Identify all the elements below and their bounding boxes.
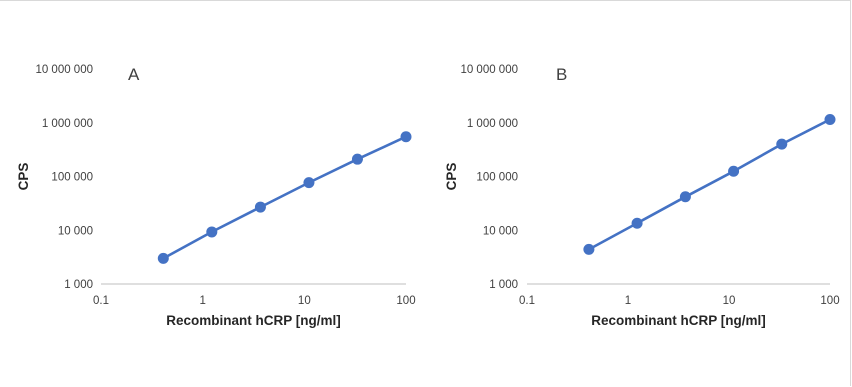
y-tick-label: 10 000 000 <box>35 64 93 76</box>
y-axis-title: CPS <box>16 163 31 191</box>
y-tick-label: 10 000 <box>483 225 518 237</box>
panel-label: B <box>556 65 567 84</box>
x-tick-label: 10 <box>723 295 736 307</box>
y-tick-label: 1 000 000 <box>42 118 93 130</box>
data-point <box>157 252 169 264</box>
x-tick-label: 1 <box>625 295 631 307</box>
x-tick-label: 100 <box>820 295 839 307</box>
data-point <box>631 217 643 229</box>
x-tick-label: 100 <box>396 295 415 307</box>
panel-label: A <box>128 65 140 84</box>
x-axis-title: Recombinant hCRP [ng/ml] <box>591 313 766 328</box>
data-point <box>824 113 836 125</box>
y-tick-label: 100 000 <box>51 172 93 184</box>
y-tick-label: 10 000 000 <box>460 64 518 76</box>
y-tick-label: 10 000 <box>58 225 93 237</box>
chart-panel-a: 1 000 10 000 100 000 1 000 000 10 000 000 0.1… <box>16 64 416 328</box>
y-tick-label: 1 000 <box>489 279 518 291</box>
x-tick-label: 0.1 <box>519 295 535 307</box>
data-point <box>351 153 363 165</box>
data-point <box>254 201 266 213</box>
series-line <box>162 135 408 260</box>
data-point <box>776 138 788 150</box>
x-axis-title: Recombinant hCRP [ng/ml] <box>166 313 341 328</box>
series-line <box>587 118 832 251</box>
x-tick-label: 10 <box>298 295 311 307</box>
chart-panel-b: 1 000 10 000 100 000 1 000 000 10 000 000 0.1… <box>444 64 840 328</box>
data-point <box>679 191 691 203</box>
y-axis-title: CPS <box>444 163 459 191</box>
data-point <box>400 131 412 143</box>
data-point <box>303 177 315 189</box>
data-point <box>728 165 740 177</box>
y-tick-label: 1 000 000 <box>467 118 518 130</box>
data-point <box>583 243 595 255</box>
x-tick-label: 1 <box>199 295 205 307</box>
y-tick-label: 100 000 <box>476 172 518 184</box>
y-tick-label: 1 000 <box>64 279 93 291</box>
x-tick-label: 0.1 <box>93 295 109 307</box>
data-point <box>206 226 218 238</box>
